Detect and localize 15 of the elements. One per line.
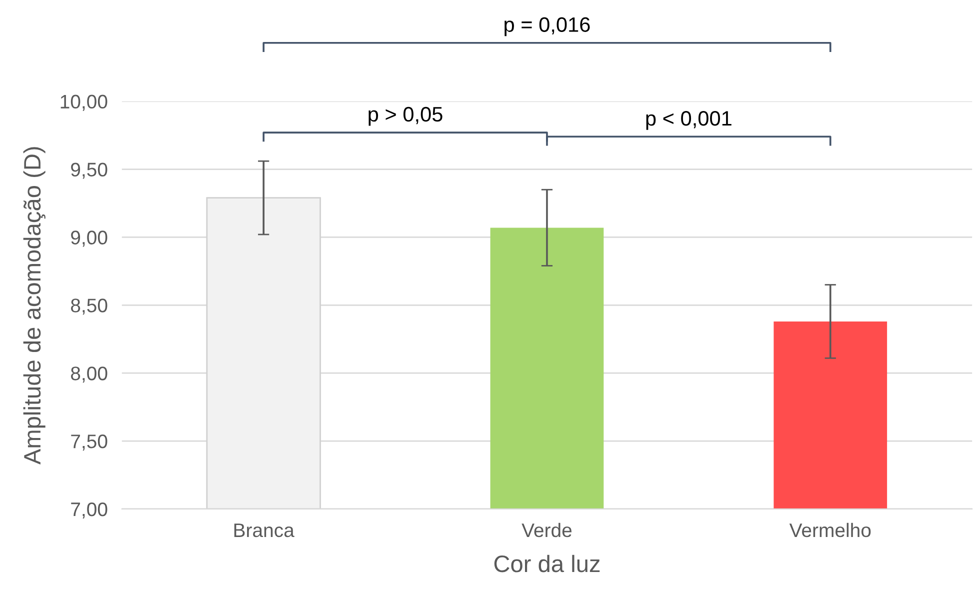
y-tick-label: 8,50: [70, 298, 108, 315]
y-tick-label: 9,00: [71, 230, 108, 247]
annotation: p < 0,001: [646, 110, 732, 130]
x-tick-label: Verde: [522, 522, 572, 538]
x-tick-label: Vermelho: [789, 522, 871, 538]
y-axis-title: Amplitude de acomodação (D): [23, 147, 46, 465]
y-tick-label: 7,50: [71, 434, 108, 451]
y-tick-label: 8,00: [70, 366, 108, 383]
y-tick-label: 9,50: [71, 162, 108, 179]
y-tick-label: 10,00: [60, 94, 108, 111]
x-axis-title: Cor da luz: [494, 554, 600, 572]
x-tick-label: Branca: [234, 524, 294, 538]
text: p = 0,016: [504, 17, 590, 36]
y-tick-label: 7,00: [71, 502, 108, 519]
annotation: p > 0,05: [368, 106, 442, 126]
